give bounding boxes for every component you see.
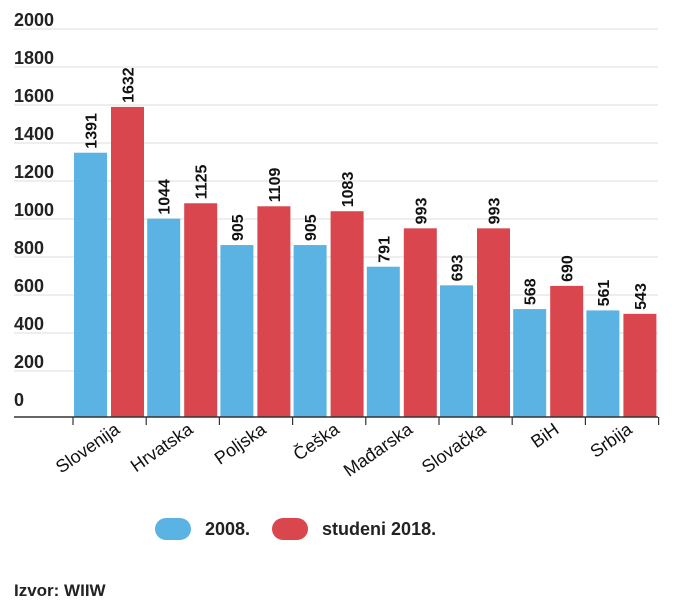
- data-label: 690: [560, 255, 577, 282]
- data-label: 993: [487, 198, 504, 225]
- y-tick-label: 600: [14, 276, 44, 296]
- data-label: 1109: [267, 167, 284, 202]
- bar-2018: [403, 228, 437, 417]
- bar-2018: [184, 203, 218, 417]
- y-tick-label: 200: [14, 352, 44, 372]
- bar-2008: [513, 309, 547, 417]
- data-label: 1044: [157, 179, 174, 215]
- bar-2008: [74, 152, 107, 417]
- x-tick-label: Mađarska: [340, 418, 417, 480]
- x-tick-label: Slovenija: [52, 418, 124, 477]
- x-tick-label: Slovačka: [418, 418, 490, 477]
- data-label: 905: [230, 214, 247, 241]
- data-label: 1391: [84, 113, 101, 149]
- x-tick-label: BiH: [527, 419, 562, 452]
- y-tick-label: 800: [14, 238, 44, 258]
- data-label: 1632: [121, 67, 138, 103]
- data-label: 1083: [340, 172, 357, 208]
- legend-swatch-2018: [272, 518, 309, 540]
- bar-2008: [220, 245, 254, 417]
- legend-swatch-2008: [155, 518, 191, 540]
- y-tick-label: 0: [14, 390, 24, 410]
- data-label: 905: [303, 214, 320, 241]
- legend-label-2018: studeni 2018.: [322, 518, 437, 539]
- bar-2018: [477, 228, 510, 417]
- data-label: 568: [523, 278, 540, 305]
- legend: 2008. studeni 2018.: [155, 518, 458, 540]
- data-label: 693: [450, 255, 467, 282]
- bar-2008: [440, 285, 473, 417]
- y-tick-label: 2000: [14, 10, 54, 30]
- data-label: 561: [596, 280, 613, 307]
- x-tick-label: Hrvatska: [127, 418, 197, 476]
- bar-2018: [330, 211, 364, 417]
- bar-2018: [550, 285, 584, 417]
- data-label: 993: [413, 198, 430, 225]
- bar-2008: [586, 310, 620, 417]
- bar-2018: [257, 206, 291, 417]
- x-tick-label: Srbija: [587, 418, 637, 461]
- legend-item-2018: studeni 2018.: [272, 518, 436, 540]
- data-label: 791: [376, 236, 393, 263]
- y-tick-label: 1200: [14, 162, 54, 182]
- data-label: 543: [633, 283, 650, 310]
- legend-item-2008: 2008.: [155, 518, 250, 540]
- y-tick-label: 1800: [14, 48, 54, 68]
- y-tick-label: 1000: [14, 200, 54, 220]
- legend-label-2008: 2008.: [205, 518, 251, 539]
- bar-chart: 0 200 400 600 800 1000 1200 1400 1600 1800 2000 139…: [14, 10, 660, 481]
- source-note: Izvor: WIIW: [14, 581, 106, 600]
- data-label: 1125: [194, 164, 211, 199]
- bar-2018: [111, 106, 144, 418]
- y-tick-label: 1400: [14, 124, 54, 144]
- bar-2008: [293, 245, 327, 417]
- bar-2008: [366, 266, 400, 417]
- y-tick-label: 400: [14, 314, 44, 334]
- bar-2008: [147, 218, 181, 417]
- y-tick-label: 1600: [14, 86, 54, 106]
- x-tick-label: Poljska: [211, 418, 271, 468]
- x-tick-label: Češka: [289, 418, 344, 465]
- bar-2018: [623, 313, 657, 417]
